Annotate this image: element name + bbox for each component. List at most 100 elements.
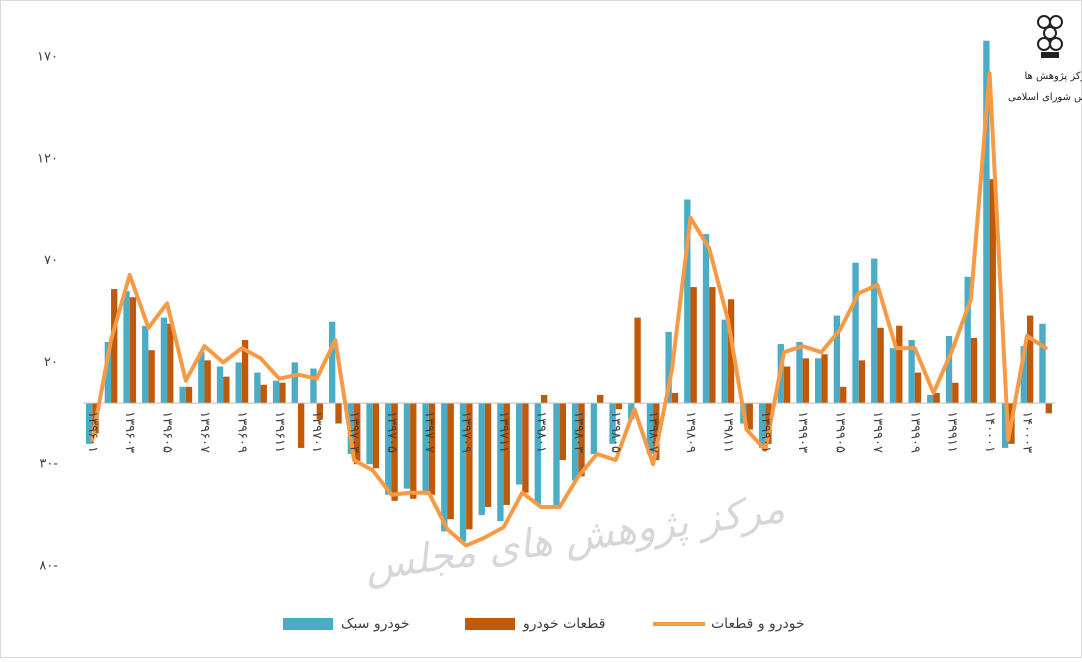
- bar: [111, 289, 118, 404]
- logo-shape: [1049, 37, 1063, 51]
- bar: [684, 199, 691, 404]
- bar: [653, 403, 660, 461]
- bar: [578, 403, 585, 477]
- x-tick-label: ۱۳۹۸۱۱: [720, 411, 735, 453]
- x-tick-label: ۱۳۹۹۰۱: [758, 411, 773, 453]
- bar: [802, 358, 810, 404]
- bar: [484, 403, 492, 507]
- bar: [983, 40, 990, 404]
- x-tick-label: ۱۳۹۸۰۱: [533, 411, 548, 453]
- logo-shape: [1049, 15, 1063, 29]
- bar: [758, 403, 766, 448]
- logo: مرکز پژوهش ها مجلس شورای اسلامی: [1008, 15, 1082, 103]
- bar: [858, 360, 866, 404]
- x-tick-label: ۱۳۹۶۰۷: [197, 411, 212, 453]
- x-tick-label: ۱۳۹۶۰۳: [122, 411, 137, 453]
- bar: [597, 394, 604, 404]
- bar: [391, 403, 398, 501]
- bar: [503, 403, 510, 505]
- bar: [428, 403, 436, 495]
- bar: [216, 366, 224, 404]
- bar: [871, 258, 878, 404]
- legend-swatch: [283, 618, 333, 630]
- x-tick-label: ۱۳۹۷۰۳: [347, 411, 362, 453]
- bar: [590, 403, 598, 455]
- bar: [671, 392, 679, 404]
- bar: [447, 403, 454, 520]
- bar: [534, 403, 541, 505]
- y-tick-label: ۲۰: [44, 355, 58, 370]
- x-tick-label: ۱۳۹۸۰۹: [683, 411, 698, 453]
- bar: [354, 403, 361, 465]
- bar: [796, 342, 803, 404]
- bar: [571, 403, 579, 481]
- bar: [1001, 403, 1009, 448]
- y-tick-label: ۳۰-: [39, 457, 58, 472]
- x-tick-label: ۱۳۹۹۱۱: [945, 411, 960, 453]
- bar: [877, 327, 884, 404]
- bar: [279, 382, 286, 404]
- bar: [989, 179, 996, 404]
- x-tick-label: ۱۳۹۶۰۱: [85, 411, 100, 453]
- bar: [223, 376, 230, 404]
- x-tick-label: ۱۳۹۷۰۹: [459, 411, 474, 453]
- y-tick-label: ۱۷۰: [37, 50, 58, 65]
- bar: [833, 315, 841, 404]
- bar: [821, 354, 828, 404]
- bar: [241, 340, 249, 404]
- bar: [908, 340, 915, 404]
- bar: [709, 287, 716, 404]
- bar: [123, 291, 130, 404]
- bar: [609, 403, 616, 444]
- bar: [559, 403, 567, 461]
- y-tick-label: ۷۰: [44, 253, 58, 268]
- x-tick-label: ۱۳۹۹۰۷: [870, 411, 885, 453]
- bar: [1045, 403, 1053, 414]
- x-tick-label: ۱۴۰۰۰۱: [982, 411, 997, 453]
- bar: [727, 299, 735, 404]
- logo-shape: [1043, 26, 1057, 40]
- bar: [366, 403, 373, 465]
- x-tick-label: ۱۳۹۸۰۷: [646, 411, 661, 453]
- bar: [702, 234, 710, 404]
- bar: [403, 403, 411, 489]
- y-tick-label: ۱۲۰: [37, 151, 58, 166]
- bar: [933, 392, 940, 404]
- bar: [964, 276, 971, 404]
- bar: [272, 380, 280, 404]
- bar: [372, 403, 380, 469]
- bar: [721, 319, 728, 404]
- logo-shape: [1041, 52, 1059, 58]
- bar: [478, 403, 485, 516]
- bar: [628, 403, 635, 420]
- x-tick-label: ۱۳۹۹۰۳: [795, 411, 810, 453]
- legend-label: خودرو سبک: [341, 616, 410, 632]
- bar: [291, 362, 298, 404]
- x-tick-label: ۱۳۹۸۰۳: [571, 411, 586, 453]
- bar: [665, 331, 672, 404]
- x-tick-label: ۱۳۹۶۱۱: [272, 411, 287, 453]
- bar: [104, 342, 112, 404]
- bar: [335, 403, 342, 424]
- x-tick-label: ۱۳۹۸۰۵: [608, 411, 623, 453]
- bar: [260, 384, 267, 404]
- bar: [1039, 323, 1046, 404]
- bar: [840, 386, 847, 404]
- bar: [522, 403, 529, 493]
- bar: [385, 403, 392, 495]
- bar: [945, 335, 953, 404]
- bar: [185, 386, 193, 404]
- logo-text: مجلس شورای اسلامی: [1008, 92, 1082, 103]
- x-tick-label: ۱۴۰۰۰۳: [1019, 411, 1034, 453]
- x-tick-label: ۱۳۹۶۰۵: [160, 411, 175, 453]
- x-tick-label: ۱۳۹۷۰۱: [309, 411, 324, 453]
- bar: [746, 403, 753, 430]
- x-tick-label: ۱۳۹۹۰۹: [907, 411, 922, 453]
- legend-swatch: [465, 618, 515, 630]
- bar: [852, 262, 859, 404]
- bar: [254, 372, 261, 404]
- bar: [1026, 315, 1034, 404]
- bar: [896, 325, 903, 404]
